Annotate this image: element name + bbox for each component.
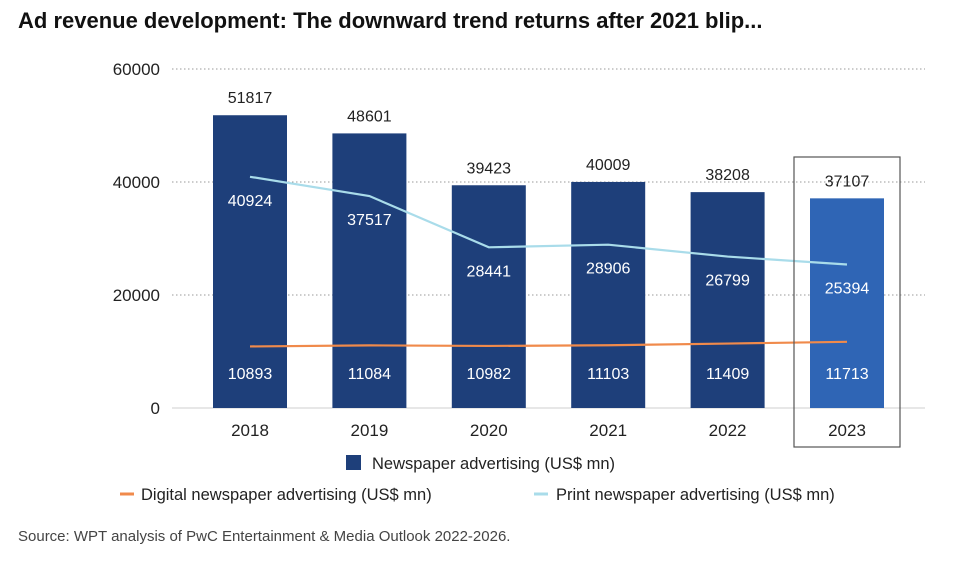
x-tick-label: 2019 xyxy=(350,421,388,440)
bar-value-label: 39423 xyxy=(467,160,512,177)
digital-value-label: 11409 xyxy=(706,366,749,383)
bar xyxy=(810,198,884,408)
bar xyxy=(213,115,287,408)
print-value-label: 37517 xyxy=(347,212,392,229)
bar-value-label: 51817 xyxy=(228,90,273,107)
digital-value-label: 10982 xyxy=(467,366,512,383)
bar-value-label: 37107 xyxy=(825,173,870,190)
bar xyxy=(332,133,407,408)
bar-value-label: 40009 xyxy=(586,157,631,174)
y-tick-label: 20000 xyxy=(113,286,160,305)
label-layer: 51817 48601 39423 40009 38208 37107 40924 37517… xyxy=(228,90,870,383)
digital-value-label: 10893 xyxy=(228,366,273,383)
legend-label-newspaper: Newspaper advertising (US$ mn) xyxy=(372,455,615,473)
line-layer xyxy=(249,175,848,348)
x-tick-label: 2018 xyxy=(231,421,269,440)
print-value-label: 26799 xyxy=(705,273,750,290)
highlight-box xyxy=(793,156,901,448)
legend: Newspaper advertising (US$ mn) Digital ne… xyxy=(120,455,835,504)
y-tick-label: 60000 xyxy=(113,60,160,79)
digital-value-label: 11084 xyxy=(348,366,391,383)
grid-layer xyxy=(172,68,925,409)
bar xyxy=(571,181,646,408)
y-tick-label: 40000 xyxy=(113,173,160,192)
axis-layer: 0 20000 40000 60000 2018 2019 2020 2021 2022 2023 xyxy=(113,60,901,448)
chart-title: Ad revenue development: The downward tre… xyxy=(18,8,763,33)
source-note: Source: WPT analysis of PwC Entertainmen… xyxy=(18,528,511,545)
print-value-label: 28441 xyxy=(467,263,512,280)
legend-swatch-newspaper xyxy=(346,455,361,470)
bar-value-label: 38208 xyxy=(705,167,750,184)
legend-label-digital: Digital newspaper advertising (US$ mn) xyxy=(141,486,432,504)
x-tick-label: 2023 xyxy=(828,421,866,440)
chart: 51817 48601 39423 40009 38208 37107 40924 37517… xyxy=(113,60,925,504)
digital-value-label: 11713 xyxy=(825,366,868,383)
bar xyxy=(690,192,765,408)
bar-value-label: 48601 xyxy=(347,108,392,125)
print-value-label: 25394 xyxy=(825,281,870,298)
print-value-label: 28906 xyxy=(586,261,631,278)
x-tick-label: 2022 xyxy=(709,421,747,440)
x-tick-label: 2020 xyxy=(470,421,508,440)
bar xyxy=(451,185,526,408)
print-series-line xyxy=(249,175,848,266)
print-value-label: 40924 xyxy=(228,193,273,210)
x-tick-label: 2021 xyxy=(589,421,627,440)
y-tick-label: 0 xyxy=(151,399,160,418)
legend-label-print: Print newspaper advertising (US$ mn) xyxy=(556,486,835,504)
digital-series-line xyxy=(249,340,848,348)
digital-value-label: 11103 xyxy=(587,366,629,383)
bar-layer xyxy=(213,115,884,408)
